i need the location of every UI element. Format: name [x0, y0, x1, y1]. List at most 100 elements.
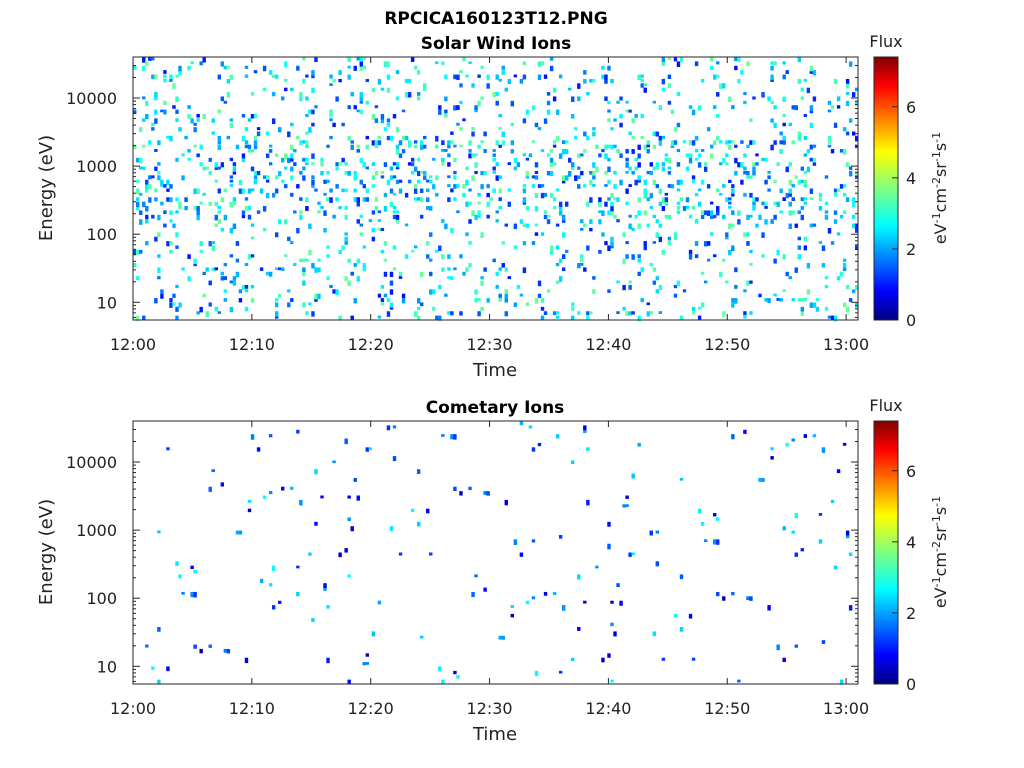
heatmap-cell	[407, 140, 412, 146]
heatmap-cell	[438, 666, 442, 672]
heatmap-cell	[676, 210, 681, 215]
heatmap-cell	[380, 118, 385, 124]
heatmap-cell	[622, 504, 626, 508]
heatmap-cell	[193, 263, 197, 267]
heatmap-cell	[616, 197, 620, 202]
heatmap-cell	[395, 149, 400, 155]
heatmap-cell	[199, 144, 203, 150]
heatmap-cell	[752, 162, 756, 167]
heatmap-cell	[851, 223, 856, 229]
heatmap-cell	[356, 201, 360, 207]
heatmap-cell	[205, 267, 209, 272]
heatmap-cell	[468, 149, 472, 153]
heatmap-cell	[779, 149, 783, 155]
heatmap-cell	[740, 162, 744, 168]
heatmap-cell	[329, 83, 333, 87]
heatmap-cell	[350, 315, 354, 321]
heatmap-cell	[404, 78, 409, 84]
heatmap-cell	[824, 201, 829, 206]
heatmap-cell	[329, 113, 333, 118]
heatmap-cell	[410, 157, 415, 162]
heatmap-cell	[268, 162, 273, 166]
heatmap-cell	[241, 210, 246, 215]
heatmap-cell	[308, 223, 312, 229]
heatmap-cell	[157, 232, 161, 238]
heatmap-cell	[326, 170, 330, 175]
heatmap-cell	[743, 92, 747, 96]
heatmap-cell	[604, 74, 608, 80]
heatmap-cell	[782, 122, 786, 127]
colorbar-title: Flux	[869, 396, 902, 415]
heatmap-cell	[392, 192, 397, 196]
heatmap-cell	[356, 57, 360, 61]
heatmap-cell	[320, 206, 324, 209]
heatmap-cell	[842, 302, 847, 308]
heatmap-cell	[456, 122, 460, 126]
heatmap-cell	[214, 306, 218, 312]
heatmap-cell	[178, 65, 182, 72]
heatmap-cell	[145, 214, 149, 220]
heatmap-cell	[670, 109, 675, 114]
heatmap-cell	[429, 206, 433, 211]
heatmap-cell	[640, 74, 644, 78]
heatmap-cell	[731, 188, 735, 194]
heatmap-cell	[205, 166, 209, 170]
heatmap-cell	[350, 140, 354, 144]
heatmap-cell	[441, 149, 445, 152]
heatmap-cell	[477, 192, 481, 197]
heatmap-cell	[561, 267, 566, 272]
heatmap-cell	[749, 175, 753, 179]
heatmap-cell	[628, 552, 632, 557]
heatmap-cell	[691, 175, 696, 180]
heatmap-cell	[716, 206, 720, 212]
heatmap-cell	[296, 591, 300, 597]
heatmap-cell	[746, 596, 750, 601]
heatmap-cell	[809, 105, 814, 111]
heatmap-cell	[365, 135, 370, 140]
heatmap-cell	[471, 210, 475, 217]
heatmap-cell	[607, 521, 611, 527]
heatmap-cell	[507, 188, 511, 192]
x-tick-label: 13:00	[823, 699, 869, 718]
heatmap-cell	[601, 657, 605, 663]
heatmap-cell	[691, 140, 696, 146]
heatmap-cell	[667, 57, 672, 61]
heatmap-cell	[561, 140, 566, 145]
heatmap-cell	[749, 118, 753, 122]
heatmap-cell	[293, 162, 297, 166]
heatmap-cell	[522, 184, 527, 188]
heatmap-cell	[716, 539, 720, 545]
heatmap-cell	[504, 298, 508, 303]
heatmap-cell	[851, 201, 856, 207]
heatmap-cell	[773, 293, 777, 297]
heatmap-cell	[833, 192, 838, 197]
heatmap-cell	[809, 223, 814, 228]
heatmap-cell	[353, 197, 357, 203]
heatmap-cell	[770, 447, 774, 451]
heatmap-cell	[299, 170, 303, 175]
heatmap-cell	[480, 280, 484, 286]
heatmap-cell	[477, 144, 481, 149]
heatmap-cell	[383, 192, 388, 198]
heatmap-cell	[241, 188, 246, 194]
heatmap-cell	[456, 675, 460, 679]
heatmap-cell	[416, 521, 421, 527]
heatmap-cell	[504, 223, 508, 227]
heatmap-cell	[734, 157, 738, 164]
heatmap-cell	[163, 78, 167, 83]
heatmap-cell	[583, 429, 587, 434]
heatmap-cell	[217, 311, 221, 314]
heatmap-cell	[752, 206, 756, 211]
heatmap-cell	[392, 456, 397, 462]
heatmap-cell	[697, 105, 702, 111]
heatmap-cell	[580, 219, 584, 224]
heatmap-cell	[238, 188, 243, 194]
heatmap-cell	[353, 175, 357, 181]
heatmap-cell	[586, 245, 590, 251]
heatmap-cell	[577, 627, 581, 631]
heatmap-cell	[601, 149, 605, 153]
heatmap-cell	[338, 552, 342, 558]
colorbar-tick-label: 4	[906, 169, 916, 188]
heatmap-cell	[344, 241, 348, 245]
